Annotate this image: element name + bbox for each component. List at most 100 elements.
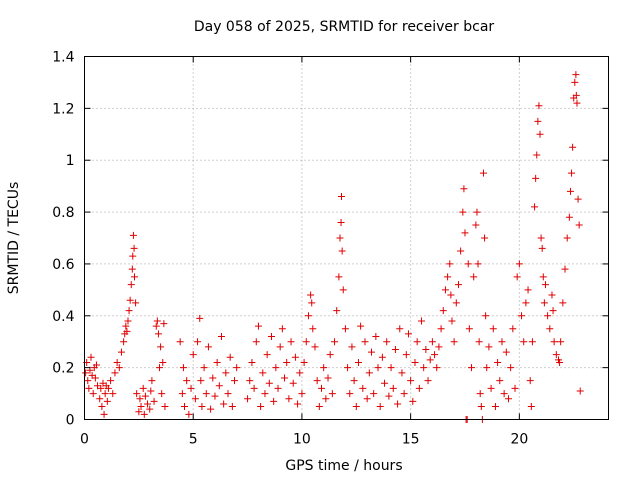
data-point <box>400 390 408 398</box>
data-point <box>140 410 148 418</box>
data-point <box>387 364 395 372</box>
data-point <box>550 338 558 346</box>
data-point <box>491 403 499 411</box>
data-point <box>274 384 282 392</box>
data-point <box>228 403 236 411</box>
data-point <box>302 338 310 346</box>
data-point <box>528 338 536 346</box>
data-point <box>372 333 380 341</box>
data-point <box>322 395 330 403</box>
data-point <box>539 273 547 281</box>
data-point <box>574 195 582 203</box>
data-point <box>426 356 434 364</box>
data-point <box>404 330 412 338</box>
data-point <box>575 221 583 229</box>
data-point <box>457 247 465 255</box>
data-point <box>96 395 104 403</box>
data-point <box>504 395 512 403</box>
data-point <box>415 384 423 392</box>
data-point <box>437 325 445 333</box>
y-tick-label: 1 <box>66 153 75 169</box>
data-point <box>418 317 426 325</box>
data-point <box>104 384 112 392</box>
data-point <box>291 353 299 361</box>
data-point <box>152 322 160 330</box>
data-point <box>548 291 556 299</box>
data-point <box>498 338 506 346</box>
data-point <box>359 384 367 392</box>
data-point <box>204 343 212 351</box>
data-point <box>461 229 469 237</box>
data-point <box>92 361 100 369</box>
y-tick-label: 0 <box>66 413 75 429</box>
data-point <box>294 400 302 408</box>
data-point <box>215 382 223 390</box>
data-point <box>254 322 262 330</box>
data-point <box>348 343 356 351</box>
data-point <box>563 234 571 242</box>
x-axis-label: GPS time / hours <box>285 458 402 474</box>
data-point <box>89 390 97 398</box>
data-point <box>431 351 439 359</box>
data-point <box>197 377 205 385</box>
data-point <box>311 343 319 351</box>
data-point <box>125 307 133 315</box>
data-point <box>259 369 267 377</box>
data-point <box>534 117 542 125</box>
data-point <box>196 314 204 322</box>
data-point <box>287 338 295 346</box>
data-point <box>363 395 371 403</box>
data-point <box>117 348 125 356</box>
data-point <box>296 369 304 377</box>
data-point <box>308 299 316 307</box>
y-tick-label: 1.2 <box>52 101 74 117</box>
data-point <box>328 390 336 398</box>
data-point <box>411 358 419 366</box>
data-point <box>444 273 452 281</box>
data-point <box>136 395 144 403</box>
data-point <box>263 351 271 359</box>
data-point <box>518 312 526 320</box>
data-point <box>435 343 443 351</box>
data-point <box>313 377 321 385</box>
data-point <box>211 392 219 400</box>
data-point <box>107 377 115 385</box>
data-point <box>464 260 472 268</box>
data-point <box>511 384 519 392</box>
data-point <box>549 307 557 315</box>
data-point <box>391 345 399 353</box>
data-point <box>489 325 497 333</box>
data-point <box>507 364 515 372</box>
data-point <box>176 338 184 346</box>
plot-frame <box>84 56 609 420</box>
data-point <box>97 384 105 392</box>
data-point <box>85 384 93 392</box>
data-point <box>383 338 391 346</box>
data-point <box>252 338 260 346</box>
data-point <box>246 377 254 385</box>
data-point <box>161 403 169 411</box>
data-point <box>448 317 456 325</box>
data-point <box>257 403 265 411</box>
data-point <box>326 351 334 359</box>
data-point <box>124 317 132 325</box>
data-point <box>513 273 521 281</box>
data-point <box>428 338 436 346</box>
data-point <box>183 377 191 385</box>
data-point <box>122 322 130 330</box>
data-point <box>150 397 158 405</box>
data-point <box>157 343 165 351</box>
data-point <box>309 325 317 333</box>
data-point <box>103 397 111 405</box>
data-point <box>485 343 493 351</box>
data-point <box>341 325 349 333</box>
y-axis-label: SRMTID / TECUs <box>6 182 22 295</box>
data-point <box>265 379 273 387</box>
data-point <box>413 338 421 346</box>
data-point <box>267 333 275 341</box>
data-point <box>350 377 358 385</box>
data-point <box>524 286 532 294</box>
data-point <box>244 395 252 403</box>
data-point <box>337 218 345 226</box>
